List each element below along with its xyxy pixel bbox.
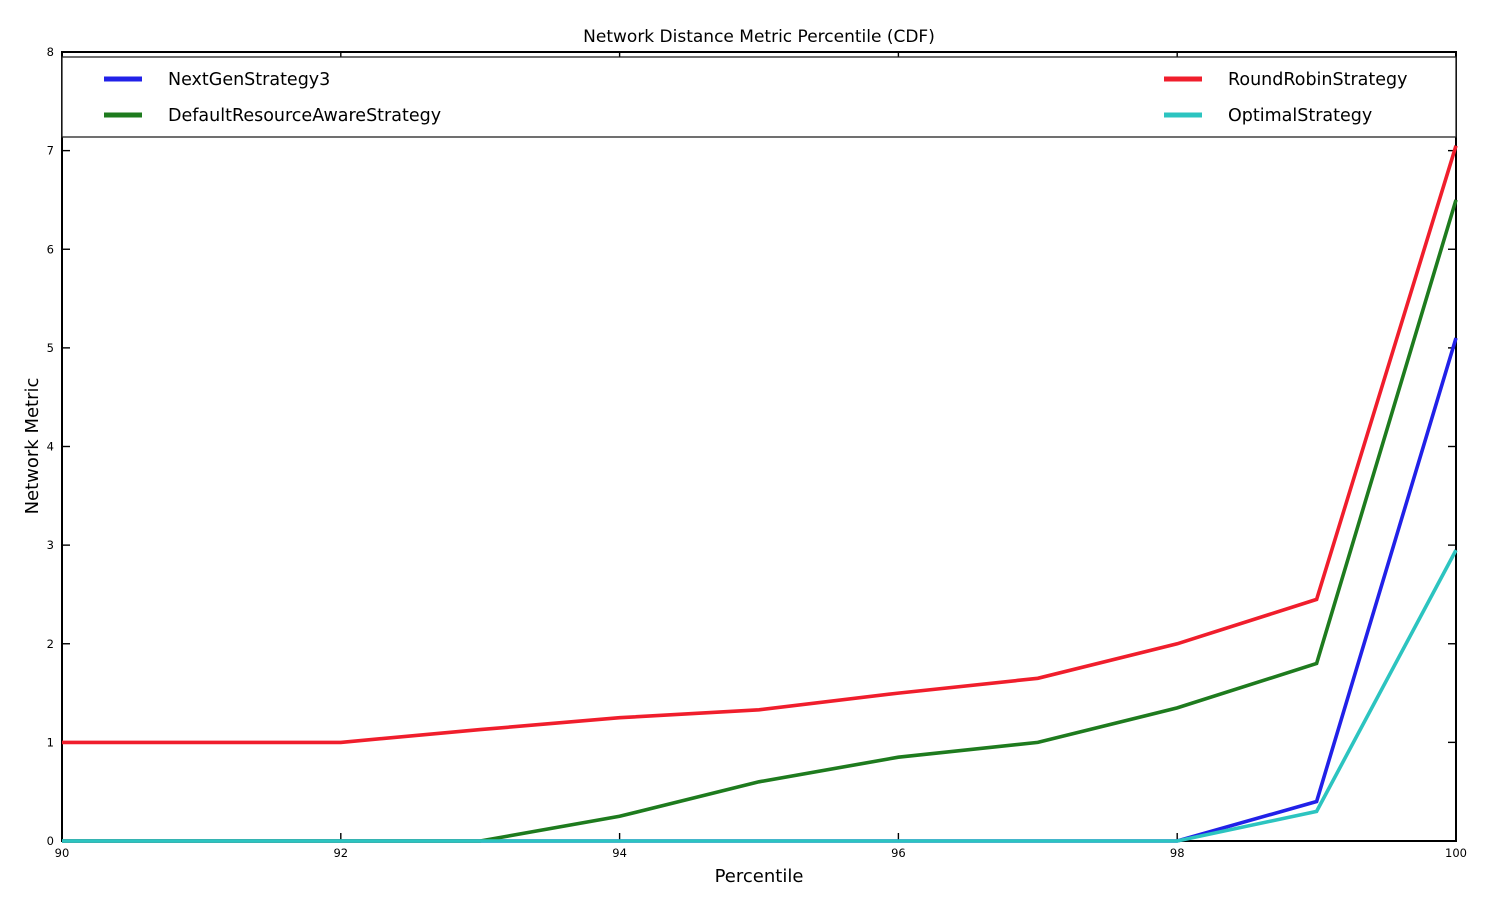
legend-label: NextGenStrategy3 — [168, 70, 330, 90]
legend: NextGenStrategy3 DefaultResourceAwareStra… — [61, 56, 1457, 138]
y-tick-label: 5 — [47, 341, 54, 355]
legend-label: RoundRobinStrategy — [1228, 70, 1408, 90]
legend-label: OptimalStrategy — [1228, 106, 1372, 126]
x-tick-label: 94 — [612, 846, 627, 860]
y-tick-label: 4 — [47, 440, 54, 454]
x-tick-label: 100 — [1445, 846, 1467, 860]
legend-entry: NextGenStrategy3 — [104, 70, 330, 90]
y-axis-label: Network Metric — [22, 378, 43, 515]
series-lines — [62, 145, 1458, 843]
y-tick-label: 1 — [47, 735, 54, 749]
chart-title: Network Distance Metric Percentile (CDF) — [583, 27, 935, 47]
x-tick-label: 96 — [891, 846, 906, 860]
y-tick-label: 6 — [47, 242, 54, 256]
x-tick-label: 92 — [333, 846, 348, 860]
y-tick-label: 8 — [47, 45, 54, 59]
y-tick-label: 0 — [47, 834, 54, 848]
x-tick-label: 98 — [1170, 846, 1185, 860]
y-tick-label: 2 — [47, 637, 54, 651]
legend-frame — [61, 56, 1457, 138]
legend-label: DefaultResourceAwareStrategy — [168, 106, 441, 126]
x-tick-label: 90 — [55, 846, 70, 860]
series-line-RoundRobinStrategy — [62, 145, 1458, 745]
legend-entry: DefaultResourceAwareStrategy — [104, 106, 441, 126]
x-axis-label: Percentile — [715, 866, 804, 887]
legend-entry: RoundRobinStrategy — [1164, 70, 1408, 90]
y-tick-label: 7 — [47, 144, 54, 158]
plot-area — [61, 51, 1457, 842]
y-tick-label: 3 — [47, 538, 54, 552]
legend-entry: OptimalStrategy — [1164, 106, 1372, 126]
series-line-OptimalStrategy — [62, 549, 1458, 843]
